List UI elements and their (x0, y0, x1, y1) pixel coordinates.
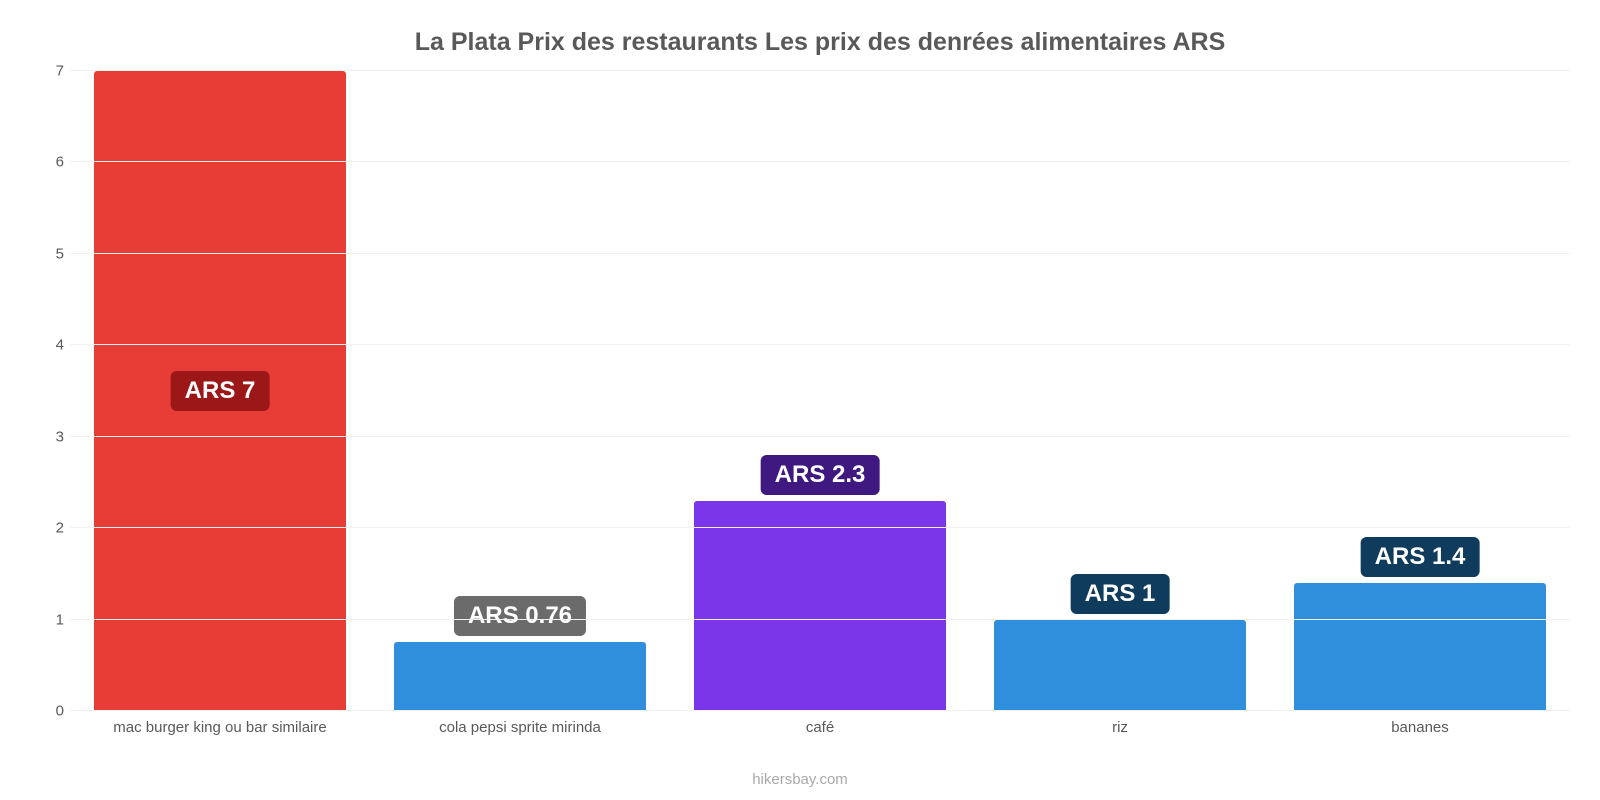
x-axis-label: riz (970, 719, 1270, 736)
gridline (70, 253, 1570, 254)
bar: ARS 7 (94, 71, 346, 711)
y-tick-label: 4 (30, 337, 64, 354)
value-badge: ARS 7 (171, 371, 270, 411)
y-tick-label: 5 (30, 245, 64, 262)
chart-title: La Plata Prix des restaurants Les prix d… (70, 20, 1570, 71)
x-axis-label: cola pepsi sprite mirinda (370, 719, 670, 736)
y-tick-label: 1 (30, 611, 64, 628)
x-axis-label: mac burger king ou bar similaire (70, 719, 370, 736)
bar-slot: ARS 0.76 (370, 71, 670, 711)
gridline (70, 344, 1570, 345)
footer-credit: hikersbay.com (0, 771, 1600, 788)
value-badge: ARS 1.4 (1361, 537, 1480, 577)
y-tick-label: 7 (30, 63, 64, 80)
bar: ARS 1.4 (1294, 583, 1546, 711)
bar-slot: ARS 1 (970, 71, 1270, 711)
gridline (70, 436, 1570, 437)
bar-slot: ARS 1.4 (1270, 71, 1570, 711)
chart-container: La Plata Prix des restaurants Les prix d… (0, 0, 1600, 800)
y-tick-label: 0 (30, 703, 64, 720)
bar: ARS 2.3 (694, 501, 946, 711)
value-badge: ARS 1 (1071, 574, 1170, 614)
gridline (70, 710, 1570, 711)
value-badge: ARS 0.76 (454, 596, 586, 636)
bars-group: ARS 7 ARS 0.76 ARS 2.3 ARS 1 ARS 1.4 (70, 71, 1570, 711)
x-axis-label: café (670, 719, 970, 736)
y-tick-label: 3 (30, 428, 64, 445)
plot-area: ARS 7ARS 0.76ARS 2.3ARS 1ARS 1.4 mac bur… (70, 71, 1570, 711)
gridline (70, 619, 1570, 620)
y-tick-label: 2 (30, 520, 64, 537)
y-tick-label: 6 (30, 154, 64, 171)
x-axis-label: bananes (1270, 719, 1570, 736)
bar-slot: ARS 7 (70, 71, 370, 711)
gridline (70, 161, 1570, 162)
gridline (70, 70, 1570, 71)
bar: ARS 1 (994, 620, 1246, 711)
value-badge: ARS 2.3 (761, 455, 880, 495)
gridline (70, 527, 1570, 528)
bar: ARS 0.76 (394, 642, 646, 711)
x-axis-labels: mac burger king ou bar similairecola pep… (70, 711, 1570, 736)
bar-slot: ARS 2.3 (670, 71, 970, 711)
